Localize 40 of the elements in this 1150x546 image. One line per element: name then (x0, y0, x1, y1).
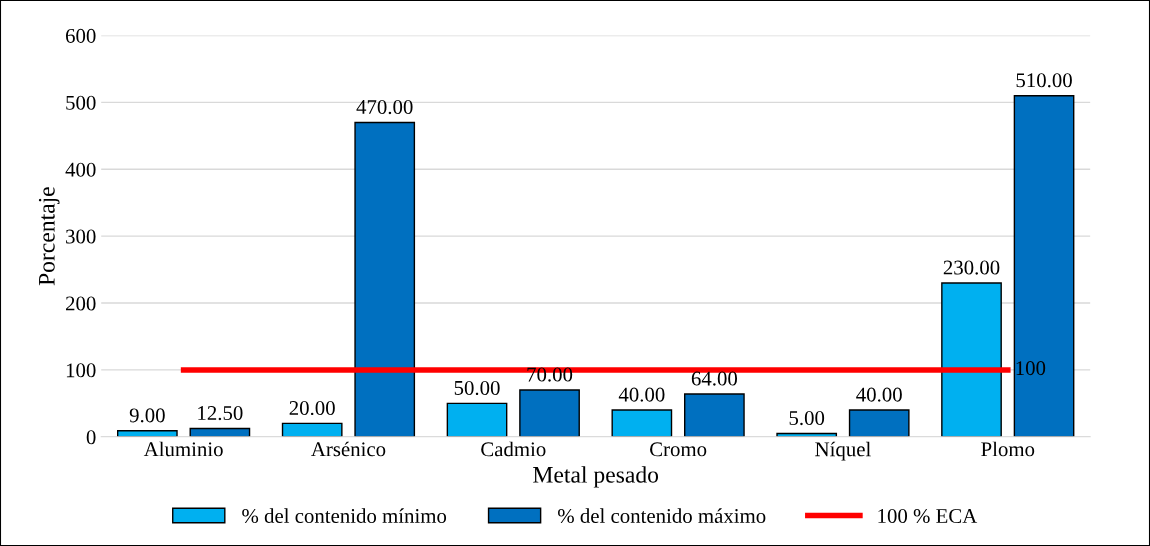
data-label: 12.50 (198, 405, 243, 421)
x-tick-label: Cromo (650, 442, 707, 457)
y-tick-label: 0 (86, 430, 96, 445)
y-tick-label: 100 (66, 363, 96, 378)
data-label: 40.00 (856, 387, 902, 402)
x-axis-title: Metal pesado (533, 466, 659, 488)
bar (281, 422, 343, 437)
bar (848, 409, 910, 437)
y-tick-label: 200 (66, 296, 96, 311)
y-tick-label: 500 (66, 95, 96, 110)
bar (684, 393, 745, 437)
legend-label: % del contenido mínimo (242, 508, 447, 524)
bar (116, 430, 178, 437)
data-label: 50.00 (454, 380, 500, 396)
data-label: 470.00 (356, 99, 413, 115)
x-tick-label: Arsénico (311, 441, 386, 457)
x-tick-label: Plomo (981, 441, 1035, 457)
bar (354, 121, 416, 437)
bar (1013, 94, 1075, 437)
y-tick-label: 300 (66, 229, 96, 244)
bar (611, 409, 673, 437)
data-label: 230.00 (943, 260, 1000, 275)
legend-label: % del contenido máximo (558, 508, 766, 524)
data-label: 100 (1016, 361, 1046, 376)
y-tick-label: 400 (65, 162, 96, 177)
bar (446, 402, 508, 437)
data-label: 20.00 (289, 400, 335, 416)
x-tick-label: Níquel (815, 441, 871, 461)
y-tick-label: 600 (65, 28, 96, 43)
x-tick-label: Cadmio (481, 441, 546, 457)
y-axis-title: Porcentaje (38, 187, 60, 286)
data-label: 40.00 (618, 387, 665, 402)
x-tick-label: Aluminio (143, 441, 223, 457)
bar (941, 282, 1002, 437)
data-label: 9.00 (129, 408, 165, 423)
data-label: 510.00 (1016, 73, 1072, 88)
bar (519, 389, 580, 437)
data-label: 5.00 (789, 411, 825, 426)
legend-label: 100 % ECA (878, 508, 978, 524)
data-label: 64.00 (691, 371, 738, 386)
